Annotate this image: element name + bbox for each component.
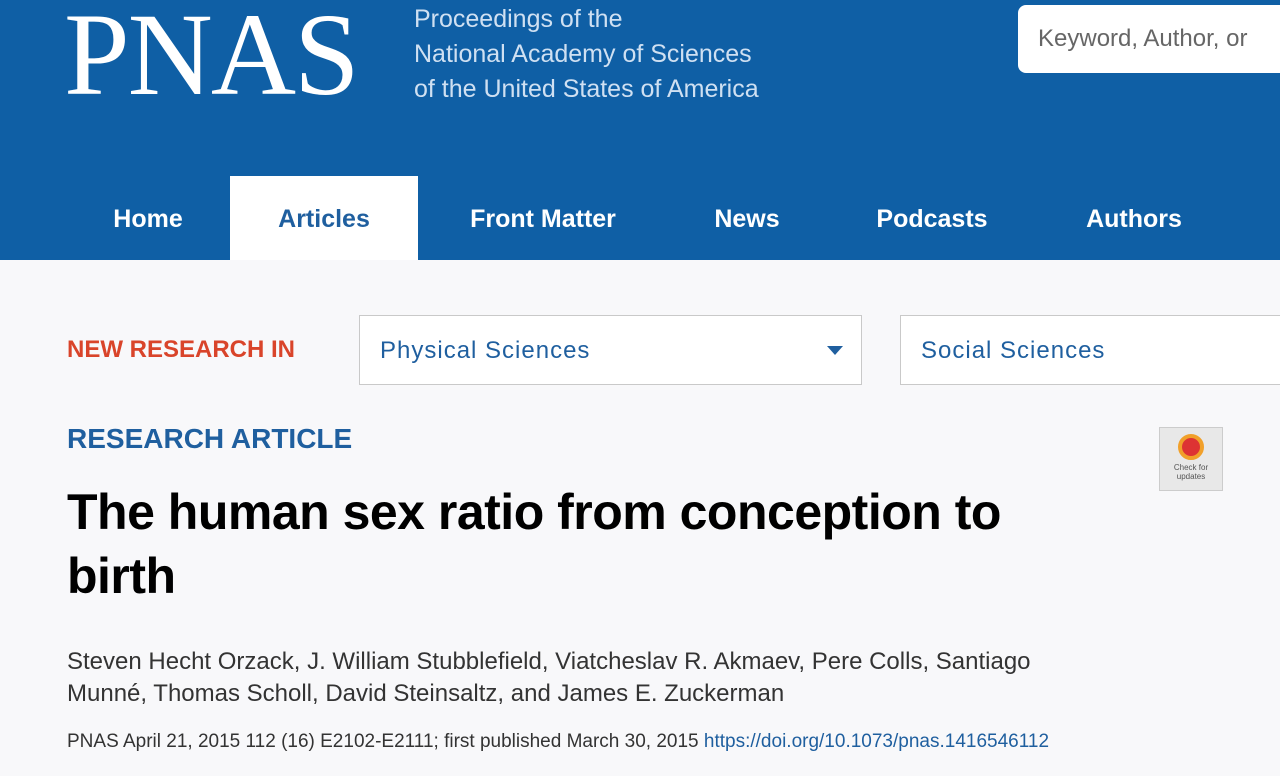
check-updates-badge[interactable]: Check for updates xyxy=(1159,427,1223,491)
doi-link[interactable]: https://doi.org/10.1073/pnas.1416546112 xyxy=(703,731,1050,752)
dropdown-text: Social Sciences xyxy=(921,337,1106,364)
tagline-line: of the United States of America xyxy=(414,75,759,103)
dropdown[interactable]: Social Sciences xyxy=(900,315,1280,385)
tagline: Proceedings of the National Academy of S… xyxy=(414,2,759,107)
nav-bar: Home Articles Front Matter News Podcasts Auth… xyxy=(0,176,1280,260)
authors: Steven Hecht Orzack, J. William Stubblef… xyxy=(67,648,1031,707)
tagline-line: National Academy of Sciences xyxy=(414,40,752,68)
nav-tab[interactable]: Podcasts xyxy=(876,205,988,233)
nav-tab[interactable]: Home xyxy=(113,205,183,233)
nav-tab[interactable]: Authors xyxy=(1086,205,1182,233)
logo[interactable]: PNAS xyxy=(64,0,360,120)
dropdown-text: Physical Sciences xyxy=(380,337,591,364)
nav-tab[interactable]: News xyxy=(714,205,780,233)
article-title: The human sex ratio from conception to b… xyxy=(67,484,1001,604)
header: PNAS Proceedings of the National Academy… xyxy=(0,0,1280,260)
filter-label: NEW RESEARCH IN xyxy=(67,336,296,363)
article-type: RESEARCH ARTICLE xyxy=(67,423,353,454)
badge-icon xyxy=(1178,434,1204,460)
tagline-line: Proceedings of the xyxy=(414,5,623,33)
dropdown-arrow xyxy=(827,346,843,355)
badge-text: Check for updates xyxy=(1173,463,1209,481)
citation: PNAS April 21, 2015 112 (16) E2102-E2111… xyxy=(67,731,1049,753)
nav-tab[interactable]: Front Matter xyxy=(470,205,616,233)
nav-tab[interactable]: Articles xyxy=(230,176,418,260)
dropdown[interactable]: Physical Sciences xyxy=(359,315,862,385)
search-box[interactable]: Keyword, Author, or xyxy=(1018,5,1280,73)
citation-text: PNAS April 21, 2015 112 (16) E2102-E2111… xyxy=(67,731,699,752)
